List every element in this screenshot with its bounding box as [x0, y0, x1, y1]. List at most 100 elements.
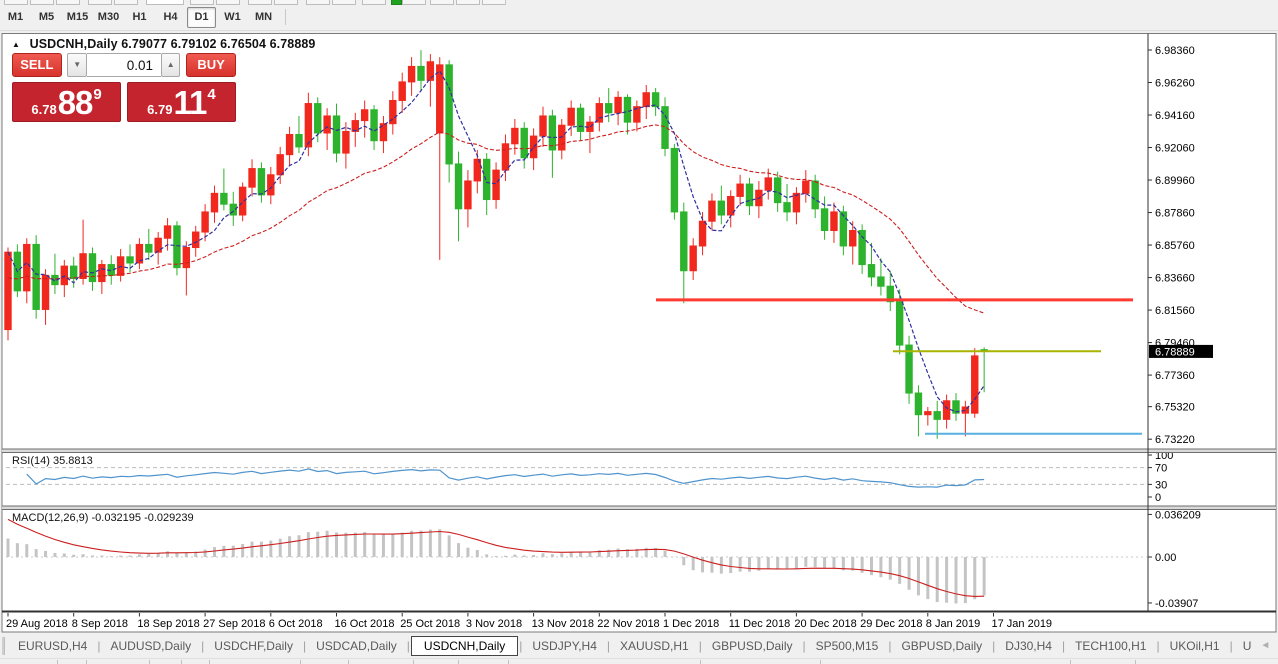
chart-tab-usdcad-daily[interactable]: USDCAD,Daily — [316, 638, 397, 653]
ma-fast-line — [7, 70, 985, 413]
chart-tab-tech100-h1[interactable]: TECH100,H1 — [1075, 638, 1147, 653]
buy-price-point: 4 — [207, 86, 216, 103]
chart-tab-eurusd-h4[interactable]: EURUSD,H4 — [18, 638, 88, 653]
chart-tab-dj30-h4[interactable]: DJ30,H4 — [1005, 638, 1052, 653]
chart-tab-u[interactable]: U — [1242, 638, 1252, 653]
clipped-toolbar-combobox — [146, 0, 184, 5]
candle-body — [389, 99, 397, 125]
candle-body — [548, 115, 557, 151]
macd-signal-line — [7, 518, 985, 597]
panel-splitter[interactable] — [2, 449, 1276, 453]
macd-axis-label: 0.036209 — [1155, 509, 1201, 521]
timeframe-button-m1[interactable]: M1 — [7, 11, 24, 23]
candle-body — [135, 243, 144, 264]
status-separator — [86, 660, 87, 664]
chart-tab-xauusd-h1[interactable]: XAUUSD,H1 — [620, 638, 689, 653]
candle-body — [558, 124, 566, 151]
candle-body — [79, 253, 87, 279]
clipped-toolbar-button — [4, 0, 28, 5]
tabs-scroll-left-icon[interactable]: ◄ — [1260, 640, 1271, 651]
sell-price-pips: 88 — [57, 84, 94, 121]
date-axis-label: 3 Nov 2018 — [466, 618, 522, 630]
sell-button[interactable]: SELL — [12, 53, 62, 77]
date-axis-label: 27 Sep 2018 — [203, 618, 265, 630]
clipped-toolbar-button — [56, 0, 80, 5]
time-axis[interactable]: 29 Aug 2018 8 Sep 2018 18 Sep 2018 27 Sep 2… — [6, 613, 1052, 630]
tab-divider: | — [302, 638, 307, 653]
candle-body — [173, 225, 181, 269]
candle-body — [886, 285, 894, 303]
timeframe-button-mn[interactable]: MN — [254, 11, 273, 23]
chart-tab-usdjpy-h4[interactable]: USDJPY,H4 — [532, 638, 597, 653]
chart-tab-audusd-daily[interactable]: AUDUSD,Daily — [110, 638, 192, 653]
timeframe-button-h4[interactable]: H4 — [163, 11, 178, 23]
symbol-period-label: USDCNH,Daily — [29, 37, 118, 51]
date-axis-label: 8 Jan 2019 — [926, 618, 980, 630]
timeframe-button-d1[interactable]: D1 — [187, 7, 216, 28]
collapse-triangle-icon[interactable]: ▲ — [12, 40, 21, 49]
tab-divider: | — [802, 638, 806, 653]
candle-body — [482, 158, 491, 201]
candle-body — [933, 411, 941, 420]
lot-increase-button[interactable]: ▲ — [160, 53, 181, 77]
rsi-line — [26, 468, 985, 488]
price-axis-label: 6.83660 — [1155, 273, 1195, 285]
price-axis[interactable]: 6.98360 6.96260 6.94160 6.92060 6.89960 6.878… — [1148, 45, 1213, 446]
buy-price-box[interactable]: 6.79 11 4 — [126, 82, 237, 122]
candle-body — [492, 169, 500, 201]
clipped-toolbar-button — [332, 0, 356, 5]
buy-button[interactable]: BUY — [186, 53, 236, 77]
price-axis-label: 6.98360 — [1155, 45, 1195, 57]
candle-body — [576, 107, 585, 132]
date-axis-label: 18 Sep 2018 — [137, 618, 199, 630]
candle-body — [971, 355, 979, 414]
candle-body — [51, 274, 59, 286]
chart-tab-ukoil-h1[interactable]: UKOil,H1 — [1169, 638, 1220, 653]
lot-size-input[interactable] — [86, 53, 161, 77]
candle-body — [342, 130, 350, 154]
clipped-toolbar-button — [430, 0, 454, 5]
status-separator — [300, 660, 301, 664]
candle-body — [464, 180, 472, 210]
sell-price-box[interactable]: 6.78 88 9 — [12, 82, 122, 122]
candle-body — [539, 115, 547, 137]
panel-splitter[interactable] — [2, 506, 1276, 510]
chart-tab-usdcnh-daily[interactable]: USDCNH,Daily — [410, 635, 519, 656]
date-axis-label: 20 Dec 2018 — [794, 618, 856, 630]
lot-decrease-button[interactable]: ▼ — [67, 53, 87, 77]
tab-divider: | — [97, 638, 101, 653]
timeframe-button-m15[interactable]: M15 — [66, 11, 89, 23]
candle-body — [839, 211, 848, 247]
candle-body — [914, 392, 923, 416]
chart-tab-gbpusd-daily[interactable]: GBPUSD,Daily — [711, 638, 793, 653]
status-separator — [458, 660, 459, 664]
status-separator — [700, 660, 701, 664]
candle-body — [858, 229, 866, 266]
chart-tab-gbpusd-daily[interactable]: GBPUSD,Daily — [901, 638, 983, 653]
timeframe-button-w1[interactable]: W1 — [224, 11, 241, 23]
candle-body — [220, 192, 228, 205]
candle-body — [238, 186, 247, 216]
candle-body — [398, 81, 406, 101]
timeframe-button-m5[interactable]: M5 — [38, 11, 55, 23]
price-axis-label: 6.94160 — [1155, 110, 1195, 122]
chart-tab-sp500-m15[interactable]: SP500,M15 — [815, 638, 879, 653]
candle-body — [511, 127, 519, 145]
candle-body — [445, 64, 453, 165]
price-axis-label: 6.77360 — [1155, 370, 1195, 382]
price-pane[interactable] — [4, 50, 1142, 439]
status-separator — [348, 660, 349, 664]
sell-price-point: 9 — [93, 86, 102, 103]
candle-body — [417, 65, 425, 81]
price-axis-label: 6.73220 — [1155, 434, 1195, 446]
date-axis-label: 11 Dec 2018 — [729, 618, 791, 630]
one-click-trading-panel: SELL ▼ ▲ BUY 6.78 88 9 6.79 11 4 — [12, 53, 237, 122]
tab-bar-grip — [2, 636, 5, 655]
timeframe-button-h1[interactable]: H1 — [132, 11, 147, 23]
macd-pane[interactable]: 0.036209 0.00 -0.03907 — [6, 509, 1201, 610]
chart-tab-usdchf-daily[interactable]: USDCHF,Daily — [214, 638, 293, 653]
timeframe-button-m30[interactable]: M30 — [97, 11, 120, 23]
